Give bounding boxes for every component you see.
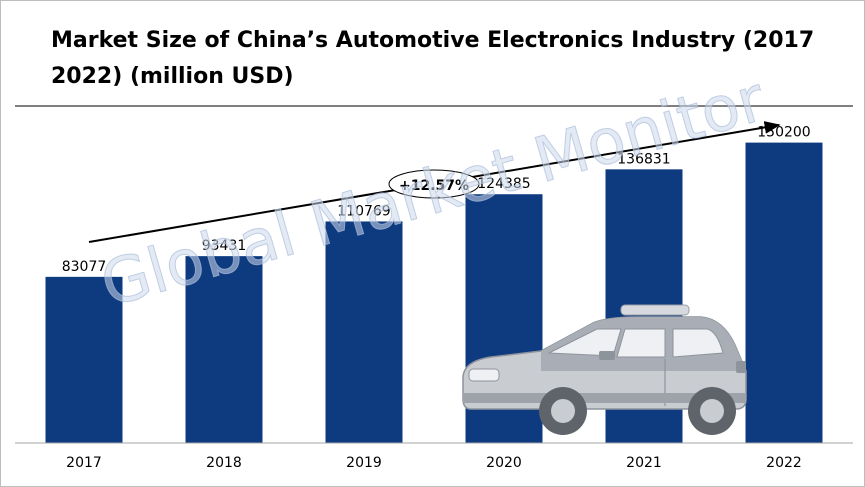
value-label-2021: 136831 xyxy=(617,151,670,167)
value-label-2019: 110769 xyxy=(337,203,390,219)
bar-2019 xyxy=(325,221,403,443)
car-roof-light xyxy=(620,304,690,316)
value-label-2017: 83077 xyxy=(62,259,107,275)
car-illustration xyxy=(462,304,747,435)
car-middle-window xyxy=(616,328,666,358)
x-tick-label-2018: 2018 xyxy=(206,455,242,471)
car-front-window xyxy=(547,328,622,357)
x-tick-label-2017: 2017 xyxy=(66,455,102,471)
bar-2022 xyxy=(745,142,823,443)
car-bumper xyxy=(463,393,746,403)
value-label-2020: 124385 xyxy=(477,176,530,192)
chart-title: Market Size of China’s Automotive Electr… xyxy=(51,28,815,89)
car-tail-light xyxy=(736,361,746,373)
x-tick-label-2019: 2019 xyxy=(346,455,382,471)
value-label-2018: 93431 xyxy=(202,238,247,254)
car-mirror xyxy=(599,351,615,360)
car-rear-wheel-hub xyxy=(700,399,724,423)
car-rear-window xyxy=(672,328,724,358)
bar-2017 xyxy=(45,276,123,443)
growth-rate-badge xyxy=(388,169,480,199)
bar-2018 xyxy=(185,256,263,443)
x-tick-label-2022: 2022 xyxy=(766,455,802,471)
growth-rate-label: +12.57% xyxy=(399,178,469,194)
x-tick-label-2021: 2021 xyxy=(626,455,662,471)
title-divider xyxy=(15,105,853,107)
car-front-wheel-hub xyxy=(551,399,575,423)
car-headlight xyxy=(468,368,500,382)
x-tick-label-2020: 2020 xyxy=(486,455,522,471)
